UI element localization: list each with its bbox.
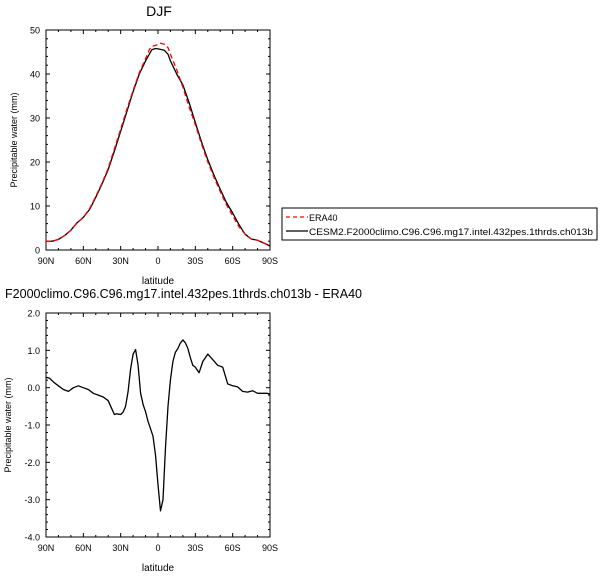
bottom-x-tick-label: 0 [155, 543, 160, 553]
top-y-tick-label: 50 [30, 26, 40, 36]
top-x-axis-label: latitude [142, 276, 175, 287]
top-series-layer [46, 42, 271, 247]
bottom-y-tick-label: 0.0 [27, 383, 40, 393]
top-y-tick-label: 20 [30, 158, 40, 168]
bottom-x-tick-label: 30N [112, 543, 129, 553]
top-y-tick-label: 40 [30, 70, 40, 80]
bottom-y-axis-label: Precipitable water (mm) [3, 377, 13, 472]
bottom-y-tick-label: 1.0 [27, 346, 40, 356]
top-y-tick-label: 10 [30, 202, 40, 212]
bottom-y-tick-label: -4.0 [24, 533, 40, 543]
legend: ERA40 CESM2.F2000climo.C96.C96.mg17.inte… [281, 207, 598, 241]
top-x-tick-label: 90N [38, 256, 55, 266]
top-chart-title: DJF [146, 3, 172, 19]
top-x-tick-label: 60N [75, 256, 92, 266]
top-x-tick-label: 30N [112, 256, 129, 266]
bottom-y-tick-label: -1.0 [24, 421, 40, 431]
bottom-x-tick-label: 90S [262, 543, 278, 553]
top-y-axis-label: Precipitable water (mm) [9, 92, 19, 187]
legend-box [281, 207, 598, 241]
legend-label-era40: ERA40 [309, 213, 338, 223]
bottom-y-tick-label: -3.0 [24, 495, 40, 505]
top-axis-ticks: 90N 60N 30N 0 30S 60S 90S 0 10 20 30 40 50 [30, 26, 278, 267]
bottom-y-tick-label: -2.0 [24, 458, 40, 468]
bottom-panel: F2000climo.C96.C96.mg17.intel.432pes.1th… [3, 286, 362, 574]
top-plot-frame [45, 29, 271, 251]
bottom-y-tick-label: 2.0 [27, 309, 40, 319]
bottom-axis-ticks: 90N 60N 30N 0 30S 60S 90S -4.0 -3.0 -2.0 -1.0 0.0 1.… [24, 309, 278, 554]
top-series-line-1 [46, 42, 271, 247]
top-x-tick-label: 0 [155, 256, 160, 266]
bottom-chart-title: F2000climo.C96.C96.mg17.intel.432pes.1th… [5, 286, 362, 301]
bottom-series-layer [45, 339, 271, 512]
top-x-tick-label: 90S [262, 256, 278, 266]
top-y-tick-label: 30 [30, 114, 40, 124]
bottom-x-tick-label: 60S [225, 543, 241, 553]
bottom-x-tick-label: 30S [187, 543, 203, 553]
top-series-line-0 [46, 47, 271, 247]
top-panel: DJF 90N 60N 30N 0 30S 60S 90S 0 10 20 30 40 50 latit… [9, 3, 278, 287]
top-x-tick-label: 60S [225, 256, 241, 266]
top-x-tick-label: 30S [187, 256, 203, 266]
bottom-series-line-0 [45, 339, 271, 512]
legend-label-cesm2: CESM2.F2000climo.C96.C96.mg17.intel.432p… [309, 227, 593, 237]
bottom-x-tick-label: 90N [38, 543, 55, 553]
bottom-x-tick-label: 60N [75, 543, 92, 553]
bottom-x-axis-label: latitude [142, 563, 175, 574]
top-y-tick-label: 0 [35, 246, 40, 256]
bottom-plot-frame [45, 312, 271, 538]
